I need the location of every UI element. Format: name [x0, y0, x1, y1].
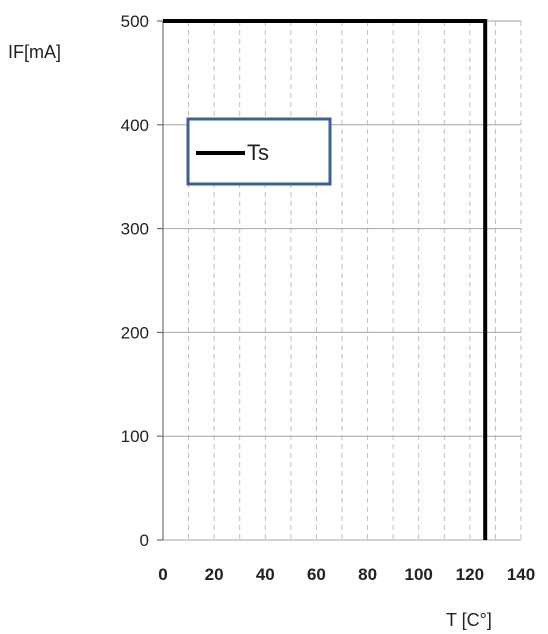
x-tick-label-20: 20 — [205, 565, 224, 584]
y-tick-label-200: 200 — [121, 323, 149, 342]
y-tick-label-500: 500 — [121, 12, 149, 31]
y-tick-label-300: 300 — [121, 220, 149, 239]
y-tick-labels: 0 100 200 300 400 500 — [121, 12, 149, 550]
y-tick-label-100: 100 — [121, 427, 149, 446]
x-tick-labels: 0 20 40 60 80 100 120 140 — [158, 565, 535, 584]
y-tick-label-400: 400 — [121, 116, 149, 135]
x-tick-label-140: 140 — [507, 565, 535, 584]
x-tick-label-0: 0 — [158, 565, 167, 584]
x-tick-label-100: 100 — [405, 565, 433, 584]
legend: Ts — [186, 117, 332, 186]
series-line-ts — [163, 19, 488, 540]
x-tick-label-40: 40 — [256, 565, 275, 584]
legend-label-ts: Ts — [247, 140, 269, 165]
major-grid — [157, 20, 521, 541]
x-tick-label-80: 80 — [358, 565, 377, 584]
series-layer — [163, 19, 488, 540]
minor-grid — [188, 21, 522, 540]
x-tick-label-60: 60 — [307, 565, 326, 584]
x-tick-label-120: 120 — [456, 565, 484, 584]
y-tick-label-0: 0 — [140, 531, 149, 550]
y-axis-label: IF[mA] — [8, 42, 61, 62]
x-axis-label: T [C°] — [446, 610, 492, 630]
